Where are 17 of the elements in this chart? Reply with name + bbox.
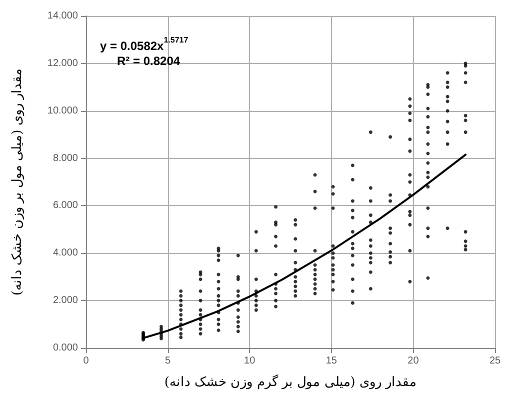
y-tick-label: 12.000 — [47, 58, 78, 69]
y-tick-label: 8.000 — [52, 152, 78, 164]
y-tick-label: 4.000 — [52, 248, 78, 259]
x-tick-label: 20 — [408, 356, 420, 366]
y-tick-label: 0.000 — [52, 342, 78, 354]
x-axis-title: مقدار روی (میلی مول بر گرم وزن خشک دانه) — [164, 374, 417, 390]
x-tick-label: 25 — [489, 356, 501, 366]
y-tick-label: 2.000 — [52, 295, 78, 306]
y-tick-label: 14.000 — [47, 10, 78, 22]
x-tick-label: 5 — [165, 356, 172, 366]
y-tick-label: 10.000 — [47, 105, 78, 116]
y-tick-label: 6.000 — [52, 200, 78, 212]
y-axis-title: مقدار روی (میلی مول بر وزن خشک دانه) — [10, 68, 25, 296]
x-tick-label: 0 — [83, 356, 90, 366]
x-tick-label: 15 — [326, 356, 338, 366]
annotation: R² = 0.8204 — [117, 54, 180, 68]
x-tick-label: 10 — [244, 356, 256, 366]
